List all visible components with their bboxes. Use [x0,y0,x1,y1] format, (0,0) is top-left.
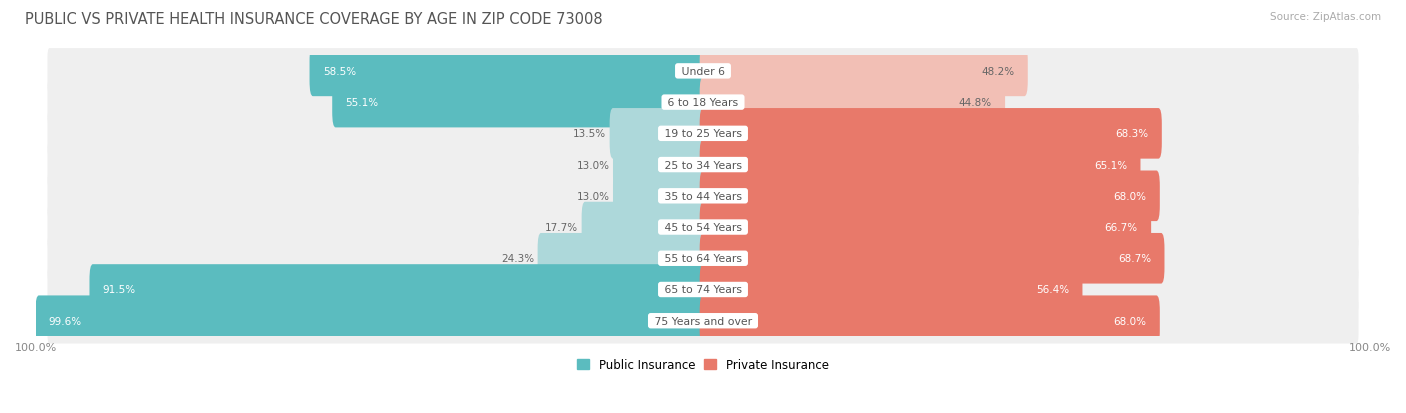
FancyBboxPatch shape [48,142,1358,188]
FancyBboxPatch shape [700,233,1164,284]
Text: 99.6%: 99.6% [49,316,82,326]
FancyBboxPatch shape [48,298,1358,344]
Text: 35 to 44 Years: 35 to 44 Years [661,191,745,201]
Text: 25 to 34 Years: 25 to 34 Years [661,160,745,170]
Text: 44.8%: 44.8% [959,98,991,108]
Text: 55.1%: 55.1% [346,98,378,108]
Text: 24.3%: 24.3% [501,254,534,263]
FancyBboxPatch shape [700,296,1160,346]
FancyBboxPatch shape [48,236,1358,281]
FancyBboxPatch shape [700,202,1152,253]
Legend: Public Insurance, Private Insurance: Public Insurance, Private Insurance [572,353,834,375]
Text: 65 to 74 Years: 65 to 74 Years [661,285,745,295]
Text: Source: ZipAtlas.com: Source: ZipAtlas.com [1270,12,1381,22]
FancyBboxPatch shape [537,233,706,284]
Text: 68.0%: 68.0% [1114,316,1146,326]
FancyBboxPatch shape [48,111,1358,157]
FancyBboxPatch shape [48,49,1358,95]
Text: 68.3%: 68.3% [1115,129,1149,139]
Text: 65.1%: 65.1% [1094,160,1128,170]
Text: 13.0%: 13.0% [576,191,610,201]
Text: 58.5%: 58.5% [323,67,356,77]
FancyBboxPatch shape [700,78,1005,128]
Text: 13.5%: 13.5% [574,129,606,139]
FancyBboxPatch shape [700,171,1160,221]
Text: 91.5%: 91.5% [103,285,136,295]
Text: 19 to 25 Years: 19 to 25 Years [661,129,745,139]
FancyBboxPatch shape [35,296,706,346]
FancyBboxPatch shape [48,205,1358,250]
FancyBboxPatch shape [332,78,706,128]
FancyBboxPatch shape [700,47,1028,97]
Text: 66.7%: 66.7% [1105,223,1137,233]
Text: 68.0%: 68.0% [1114,191,1146,201]
FancyBboxPatch shape [309,47,706,97]
FancyBboxPatch shape [48,267,1358,313]
Text: Under 6: Under 6 [678,67,728,77]
Text: 13.0%: 13.0% [576,160,610,170]
Text: 75 Years and over: 75 Years and over [651,316,755,326]
FancyBboxPatch shape [700,140,1140,190]
FancyBboxPatch shape [610,109,706,159]
Text: 56.4%: 56.4% [1036,285,1069,295]
Text: 45 to 54 Years: 45 to 54 Years [661,223,745,233]
FancyBboxPatch shape [613,171,706,221]
FancyBboxPatch shape [582,202,706,253]
FancyBboxPatch shape [613,140,706,190]
Text: 68.7%: 68.7% [1118,254,1152,263]
Text: 6 to 18 Years: 6 to 18 Years [664,98,742,108]
FancyBboxPatch shape [48,173,1358,219]
Text: PUBLIC VS PRIVATE HEALTH INSURANCE COVERAGE BY AGE IN ZIP CODE 73008: PUBLIC VS PRIVATE HEALTH INSURANCE COVER… [25,12,603,27]
FancyBboxPatch shape [700,265,1083,315]
Text: 48.2%: 48.2% [981,67,1015,77]
FancyBboxPatch shape [48,80,1358,126]
Text: 17.7%: 17.7% [546,223,578,233]
FancyBboxPatch shape [700,109,1161,159]
Text: 55 to 64 Years: 55 to 64 Years [661,254,745,263]
FancyBboxPatch shape [90,265,706,315]
